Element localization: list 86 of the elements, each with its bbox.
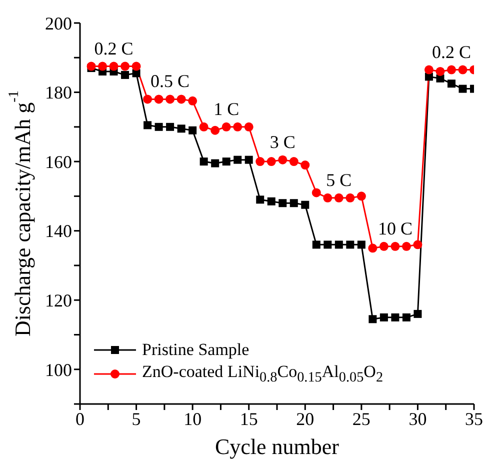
point bbox=[324, 240, 332, 249]
point bbox=[323, 193, 332, 202]
point bbox=[132, 62, 141, 71]
point bbox=[402, 242, 411, 251]
point bbox=[166, 94, 175, 104]
point bbox=[233, 122, 242, 132]
point bbox=[143, 94, 152, 104]
point bbox=[188, 96, 198, 106]
point bbox=[222, 158, 230, 166]
y-tick-label: 180 bbox=[45, 82, 72, 103]
point bbox=[98, 62, 108, 71]
point bbox=[154, 122, 163, 131]
point bbox=[244, 122, 254, 132]
point bbox=[154, 94, 164, 104]
point bbox=[300, 160, 310, 170]
point bbox=[289, 157, 298, 166]
x-tick-label: 20 bbox=[296, 408, 314, 429]
point bbox=[379, 242, 388, 251]
point bbox=[188, 126, 197, 134]
legend-label: ZnO-coated LiNi$_{0.8}$Co$_{0.15}$Al$_{0.05}$O$_{2}$ bbox=[142, 362, 384, 386]
x-tick-label: 35 bbox=[465, 408, 483, 429]
y-tick-label: 200 bbox=[45, 13, 72, 34]
point bbox=[210, 126, 220, 135]
point bbox=[166, 122, 174, 131]
point bbox=[356, 192, 366, 201]
annotation: 0.2 C bbox=[94, 38, 134, 58]
point bbox=[244, 156, 253, 164]
point bbox=[458, 65, 468, 74]
x-tick-label: 30 bbox=[408, 408, 427, 429]
point bbox=[278, 199, 287, 208]
point bbox=[390, 242, 400, 251]
point bbox=[86, 62, 96, 71]
point bbox=[357, 240, 366, 249]
x-tick-label: 0 bbox=[76, 408, 84, 429]
annotation: 0.5 C bbox=[150, 71, 190, 92]
point bbox=[436, 66, 445, 76]
x-tick-label: 5 bbox=[132, 408, 141, 429]
point bbox=[334, 193, 344, 202]
point bbox=[368, 244, 378, 253]
y-tick-label: 160 bbox=[45, 152, 72, 172]
x-axis-title: Cycle number bbox=[214, 434, 340, 459]
point bbox=[446, 65, 456, 74]
point bbox=[346, 240, 354, 249]
annotation: 0.2 C bbox=[432, 42, 471, 62]
point bbox=[267, 197, 276, 206]
y-tick-label: 120 bbox=[45, 290, 72, 310]
point bbox=[177, 124, 186, 133]
point bbox=[144, 121, 152, 130]
point bbox=[109, 62, 118, 71]
point bbox=[346, 193, 355, 202]
point bbox=[414, 310, 422, 318]
point bbox=[334, 240, 343, 249]
point bbox=[199, 122, 208, 132]
point bbox=[120, 62, 130, 71]
point bbox=[266, 157, 276, 166]
point bbox=[234, 156, 242, 164]
point bbox=[312, 188, 321, 198]
x-tick-label: 15 bbox=[240, 408, 258, 429]
point bbox=[200, 158, 208, 166]
point bbox=[312, 240, 320, 249]
point bbox=[391, 313, 400, 322]
annotation: 1 C bbox=[214, 98, 240, 119]
x-tick-label: 10 bbox=[184, 408, 202, 429]
point bbox=[211, 159, 220, 168]
point bbox=[290, 199, 298, 208]
point bbox=[278, 155, 288, 164]
point bbox=[121, 70, 130, 79]
point bbox=[176, 94, 186, 104]
point bbox=[256, 196, 264, 204]
point bbox=[447, 80, 456, 88]
point bbox=[222, 122, 231, 132]
point bbox=[256, 157, 265, 166]
point bbox=[402, 313, 410, 322]
point bbox=[458, 84, 467, 93]
annotation: 5 C bbox=[326, 170, 352, 190]
point bbox=[380, 313, 388, 322]
point bbox=[413, 240, 422, 250]
y-tick-label: 100 bbox=[45, 360, 72, 380]
y-tick-label: 140 bbox=[45, 221, 72, 242]
x-tick-label: 25 bbox=[352, 408, 370, 429]
legend-label: Pristine Sample bbox=[142, 340, 250, 360]
annotation: 3 C bbox=[270, 132, 296, 152]
point bbox=[301, 200, 310, 209]
annotation: 10 C bbox=[378, 218, 412, 238]
point bbox=[424, 65, 434, 74]
point bbox=[368, 315, 377, 324]
